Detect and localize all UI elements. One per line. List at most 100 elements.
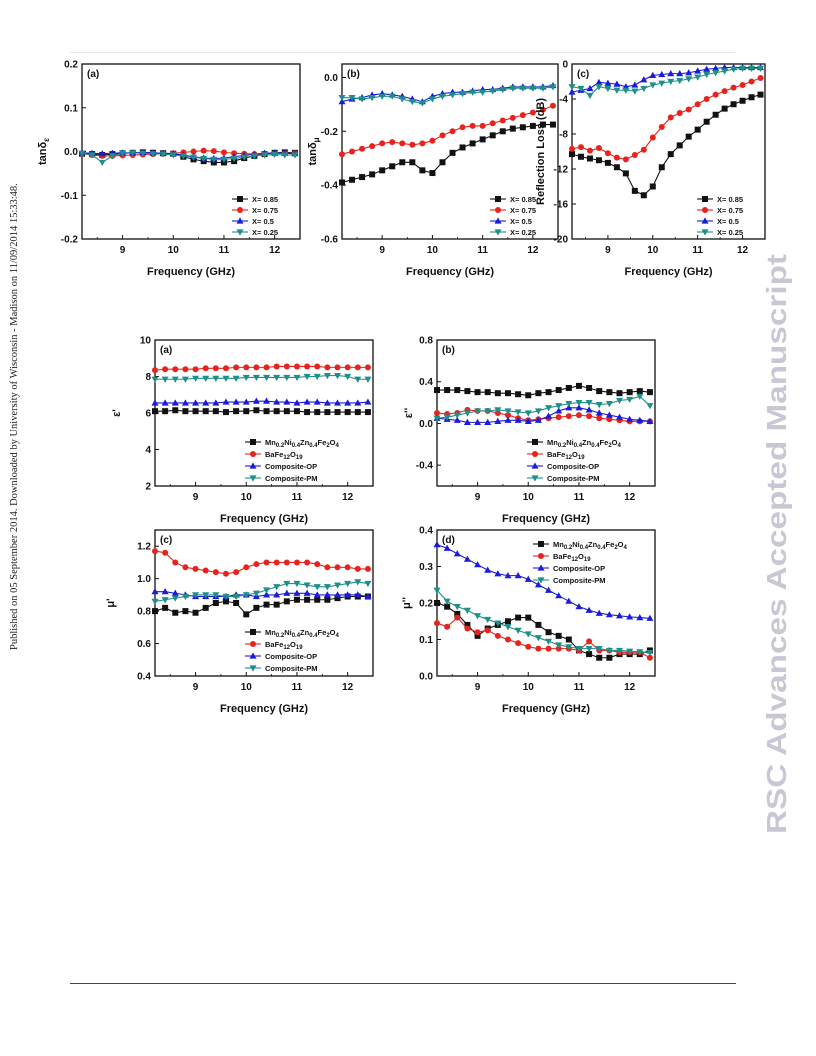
series-0 (152, 407, 371, 416)
data-point (293, 374, 301, 382)
legend-label-part-7: 2 (326, 443, 330, 449)
data-point (676, 70, 684, 77)
legend-marker (250, 629, 256, 635)
data-point (449, 128, 456, 135)
data-point (585, 606, 593, 613)
data-point (494, 620, 502, 627)
legend-marker (237, 207, 243, 213)
data-point (616, 390, 623, 397)
data-point (464, 388, 471, 395)
data-point (283, 598, 290, 605)
y-tick-label: -0.2 (321, 127, 339, 138)
data-point (443, 598, 451, 605)
data-point (534, 635, 542, 642)
data-point (243, 364, 250, 371)
data-point (273, 584, 281, 591)
data-point (504, 416, 512, 423)
legend-label-part-0: BaFe (265, 640, 283, 649)
data-point (703, 118, 710, 125)
data-point (667, 70, 675, 77)
data-point (703, 96, 710, 102)
data-point (314, 363, 321, 370)
series-line (571, 66, 761, 93)
data-point (192, 399, 200, 406)
legend-label-part-3: 0.4 (292, 443, 301, 449)
data-point (222, 598, 229, 605)
legend-label-part-2: O (290, 450, 296, 459)
data-point (181, 376, 189, 383)
data-point (293, 363, 300, 370)
legend-label-part-0: BaFe (553, 552, 571, 561)
data-point (212, 365, 219, 372)
legend-label-part-0: Composite-PM (553, 576, 606, 585)
data-point (616, 612, 624, 619)
data-point (631, 81, 639, 88)
legend-label-part-0: Composite-OP (265, 652, 317, 661)
data-point (291, 152, 299, 159)
data-point (152, 408, 158, 415)
data-point (172, 559, 179, 566)
data-point (324, 596, 331, 603)
legend-label: Composite-OP (265, 652, 317, 661)
legend-label-part-3: 19 (296, 645, 303, 651)
data-point (565, 401, 573, 408)
data-point (494, 570, 502, 577)
y-tick-label: 0.0 (419, 672, 433, 683)
data-point (499, 128, 506, 135)
legend-label-part-2: Ni (284, 628, 292, 637)
series-line (81, 151, 295, 160)
data-point (202, 592, 210, 599)
y-tick-label: 0.6 (137, 639, 151, 650)
legend-label-part-5: 0.4 (309, 443, 318, 449)
y-axis-label-main: μ' (105, 598, 117, 608)
side-note: Published on 05 September 2014. Download… (9, 183, 20, 650)
data-point (334, 582, 342, 589)
legend-label-part-8: O (618, 540, 624, 549)
data-point (339, 151, 345, 158)
data-point (253, 561, 260, 568)
data-point (694, 67, 702, 74)
data-point (613, 80, 621, 87)
data-point (626, 613, 634, 620)
legend-marker (531, 475, 539, 482)
data-point (453, 412, 461, 419)
data-point (604, 150, 611, 157)
legend-label-part-6: Fe (318, 628, 327, 637)
data-point (509, 85, 517, 92)
y-axis-label: ε' (111, 409, 123, 417)
data-point (454, 387, 461, 394)
data-point (640, 76, 648, 83)
data-point (555, 407, 563, 414)
series-3 (433, 393, 654, 422)
data-point (616, 413, 624, 420)
data-point (344, 364, 351, 371)
series-line (436, 407, 650, 423)
data-point (463, 607, 471, 614)
data-point (519, 124, 526, 131)
data-point (525, 392, 532, 399)
data-point (192, 565, 199, 572)
legend-label-part-3: 19 (296, 455, 303, 461)
data-point (283, 398, 291, 405)
y-axis-label-main: tanδ (307, 142, 319, 166)
data-point (283, 559, 290, 566)
data-point (640, 85, 648, 93)
series-0 (339, 121, 556, 186)
data-point (428, 96, 436, 103)
x-axis-label: Frequency (GHz) (220, 513, 308, 525)
data-point (334, 399, 342, 406)
x-axis-label: Frequency (GHz) (220, 703, 308, 715)
data-point (694, 101, 701, 108)
x-tick-label: 9 (605, 245, 611, 256)
data-point (263, 397, 271, 404)
data-point (504, 618, 511, 625)
series-2 (433, 404, 654, 425)
data-point (479, 89, 487, 96)
data-point (162, 366, 169, 373)
data-point (263, 587, 271, 594)
x-axis-label: Frequency (GHz) (624, 266, 712, 278)
data-point (339, 179, 345, 186)
data-point (293, 399, 301, 406)
data-point (151, 376, 159, 383)
